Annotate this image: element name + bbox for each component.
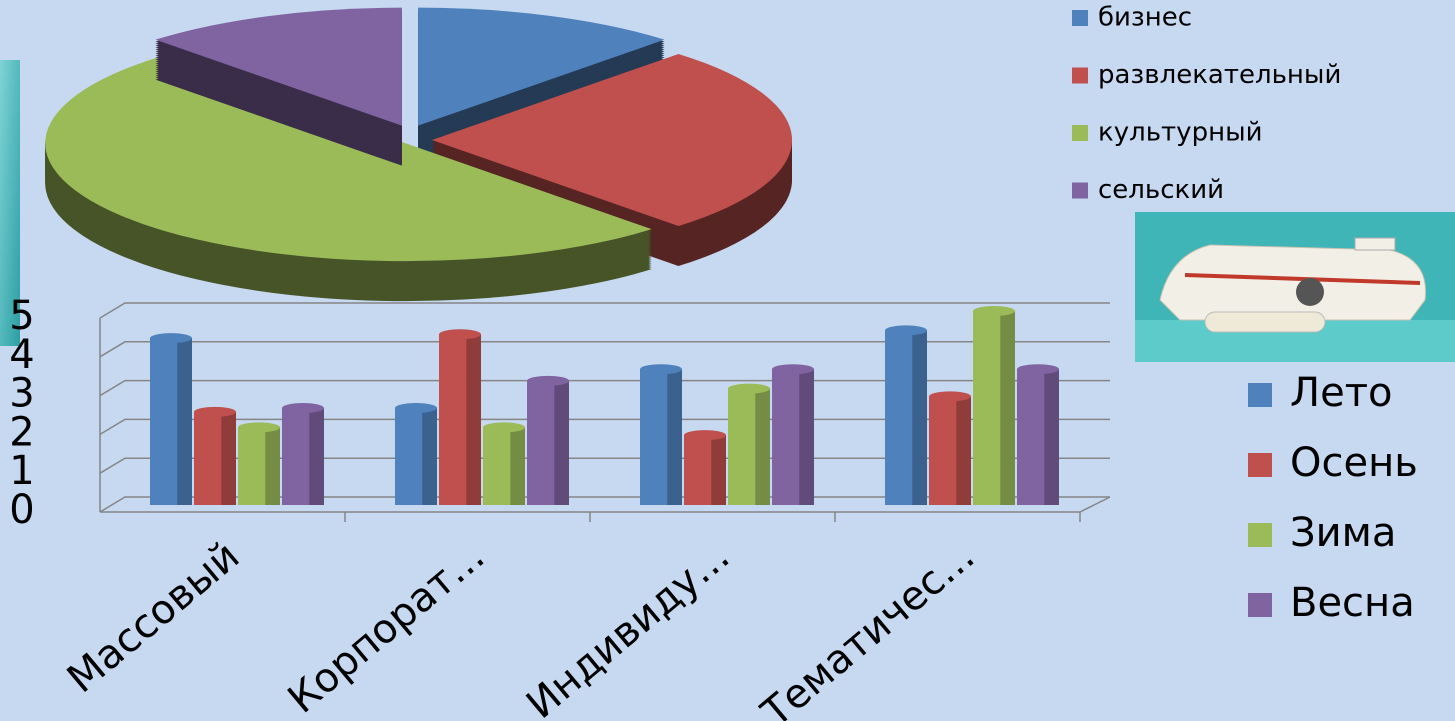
y-tick-label: 1 [9,448,34,494]
bar [527,375,569,505]
legend-swatch [1072,67,1088,84]
pie-slice [418,7,665,166]
bar-top [395,403,437,413]
x-tick-label: Индивиду... [518,533,738,721]
legend-label: развлекательный [1098,60,1341,90]
bar-shade [422,408,437,505]
legend-label: сельский [1098,175,1224,205]
bar-shade [510,427,525,505]
bar-top [483,422,525,433]
bar [439,329,481,505]
photo-strip [0,60,20,346]
bar [150,333,192,505]
bar-shade [309,408,324,505]
legend-swatch [1248,453,1272,477]
bar-shade [956,396,971,505]
bar-shade [466,334,481,505]
legend-label: культурный [1098,118,1263,148]
legend-label: Лето [1290,370,1392,416]
bar [1017,364,1059,505]
legend-label: Зима [1290,510,1396,556]
legend-label: бизнес [1098,3,1192,33]
bar [282,403,324,505]
bar [238,422,280,505]
slice-top [155,7,402,126]
y-tick-label: 4 [9,332,34,378]
bar-shade [799,369,814,505]
legend-swatch [1248,383,1272,407]
bar [395,403,437,505]
legend-swatch [1248,523,1272,547]
legend-label: Осень [1290,440,1418,486]
grid-line [99,302,1110,319]
x-tick-label: Корпорат... [280,533,494,721]
y-tick-label: 2 [9,409,34,455]
bar-top [238,422,280,433]
pie-slice [155,7,402,166]
x-tick-label: Массовый [59,533,248,702]
bar-top [1017,364,1059,375]
bar-top [973,306,1015,316]
bar-top [439,329,481,340]
bar-top [640,364,682,375]
bar-shade [755,388,770,505]
slice-top [432,53,793,227]
bar [929,391,971,505]
bar-shade [554,380,569,505]
bar-top [194,406,236,417]
y-tick-label: 3 [9,371,34,417]
bar-shade [265,427,280,505]
legend-swatch [1072,10,1088,26]
bar-top [150,333,192,344]
x-tick-label: Тематичес... [753,533,984,721]
bar-top [282,403,324,413]
slice-top [45,57,652,262]
y-tick-label: 5 [9,293,34,339]
bar-top [684,430,726,441]
bar [194,406,236,505]
bar-shade [667,369,682,505]
submarine-photo [1135,212,1455,362]
legend-swatch [1072,125,1088,141]
bar [483,422,525,505]
pie-slice [45,57,652,302]
bar-top [929,391,971,402]
bar-shade [1000,311,1015,505]
bar [772,364,814,505]
bar [728,383,770,505]
grid-line [99,341,1110,358]
legend-swatch [1248,593,1272,617]
bar [885,325,927,505]
bar-shade [221,411,236,505]
bar-top [527,375,569,386]
bar-shade [912,330,927,505]
slice-top [418,7,665,126]
bar [640,364,682,505]
bar-shade [1044,369,1059,505]
bar-top [772,364,814,375]
bar [973,306,1015,505]
bar-shade [177,338,192,505]
y-tick-label: 0 [9,487,34,533]
bar [684,430,726,505]
bar-top [885,325,927,336]
bar-shade [711,435,726,505]
legend-swatch [1072,182,1088,199]
legend-label: Весна [1290,580,1415,626]
pie-slice [432,53,793,267]
bar-top [728,383,770,394]
